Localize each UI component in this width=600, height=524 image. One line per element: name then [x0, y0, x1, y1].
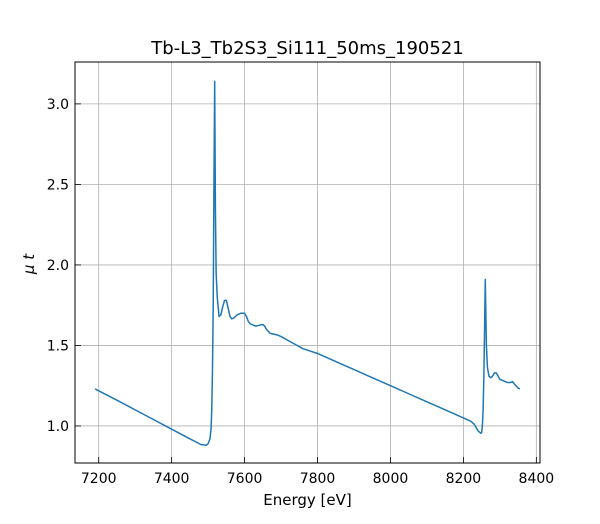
y-tick-label: 3.0 [47, 97, 69, 113]
y-tick-label: 1.0 [47, 419, 69, 435]
x-axis-label: Energy [eV] [263, 491, 351, 509]
y-axis: 1.0 1.5 2.0 2.5 3.0 [47, 97, 81, 435]
x-tick-label: 8200 [446, 471, 482, 487]
y-tick-label: 2.5 [47, 177, 69, 193]
x-tick-label: 8400 [519, 471, 555, 487]
plot-frame [74, 61, 541, 464]
chart-title: Tb-L3_Tb2S3_Si111_50ms_190521 [150, 38, 463, 59]
grid [75, 62, 540, 463]
x-tick-label: 7200 [81, 471, 117, 487]
y-axis-label: μ t [20, 253, 38, 275]
x-tick-label: 7800 [300, 471, 336, 487]
y-tick-label: 1.5 [47, 338, 69, 354]
x-axis: 7200 7400 7600 7800 8000 8200 8400 [81, 457, 554, 487]
y-tick-label: 2.0 [47, 258, 69, 274]
x-tick-label: 7600 [227, 471, 263, 487]
x-tick-label: 8000 [373, 471, 409, 487]
series-line [94, 80, 521, 447]
x-tick-label: 7400 [154, 471, 190, 487]
plot-series [94, 80, 521, 447]
